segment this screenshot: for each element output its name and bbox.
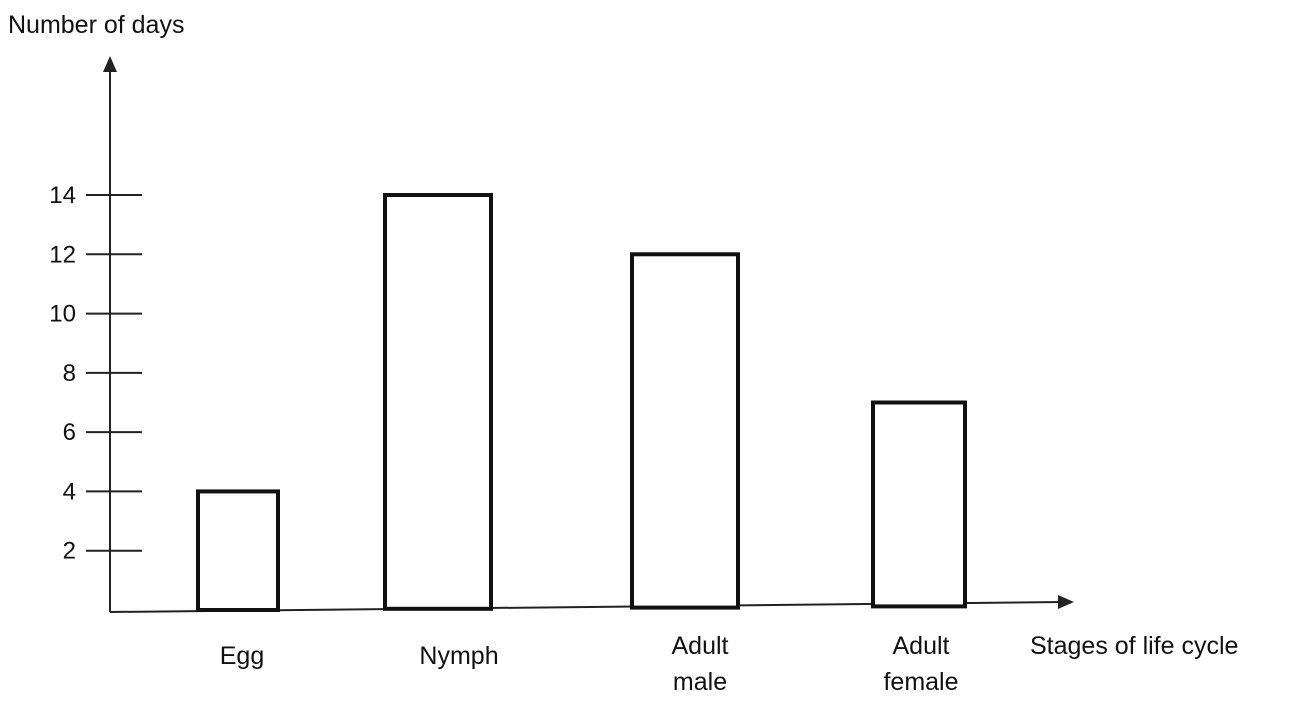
y-tick-label-8: 8	[63, 360, 76, 387]
y-axis-label: Number of days	[8, 11, 184, 39]
category-label: Egg	[220, 642, 264, 670]
y-tick-label-6: 6	[63, 419, 76, 446]
category-label: Adult	[672, 632, 729, 660]
category-labels: Egg Nymph Adult male Adult female	[220, 632, 959, 696]
bar-nymph	[383, 193, 493, 611]
y-ticks: 2 4 6 8 10 12 14	[49, 182, 142, 565]
y-axis-arrow	[103, 56, 117, 72]
bar-egg	[196, 489, 280, 612]
y-tick-label-4: 4	[63, 478, 76, 505]
category-label: male	[673, 668, 727, 696]
bars	[196, 193, 967, 612]
bar-adult-female	[871, 400, 967, 609]
category-label: Adult	[893, 632, 950, 660]
y-tick-label-12: 12	[49, 241, 76, 268]
y-tick-label-2: 2	[63, 538, 76, 565]
x-axis-label: Stages of life cycle	[1030, 632, 1238, 660]
category-label: female	[883, 668, 958, 696]
bar-adult-male	[630, 252, 740, 610]
x-axis-arrow	[1058, 595, 1074, 609]
y-tick-label-10: 10	[49, 301, 76, 328]
y-tick-label-14: 14	[49, 182, 76, 209]
category-label: Nymph	[419, 642, 498, 670]
